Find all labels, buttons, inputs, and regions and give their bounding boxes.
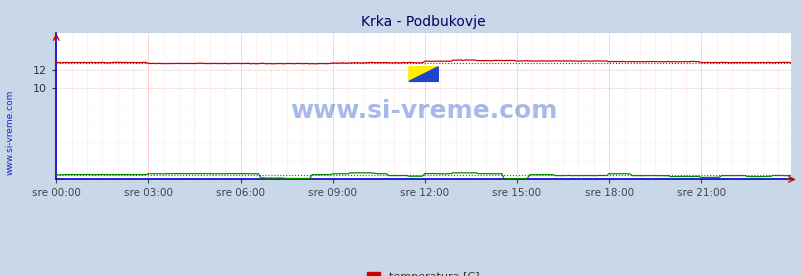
Polygon shape xyxy=(408,67,438,81)
Title: Krka - Podbukovje: Krka - Podbukovje xyxy=(361,15,485,29)
Text: www.si-vreme.com: www.si-vreme.com xyxy=(290,99,557,123)
Legend: temperatura [C], pretok [m3/s]: temperatura [C], pretok [m3/s] xyxy=(367,272,480,276)
Text: www.si-vreme.com: www.si-vreme.com xyxy=(5,90,14,175)
Polygon shape xyxy=(408,67,438,81)
